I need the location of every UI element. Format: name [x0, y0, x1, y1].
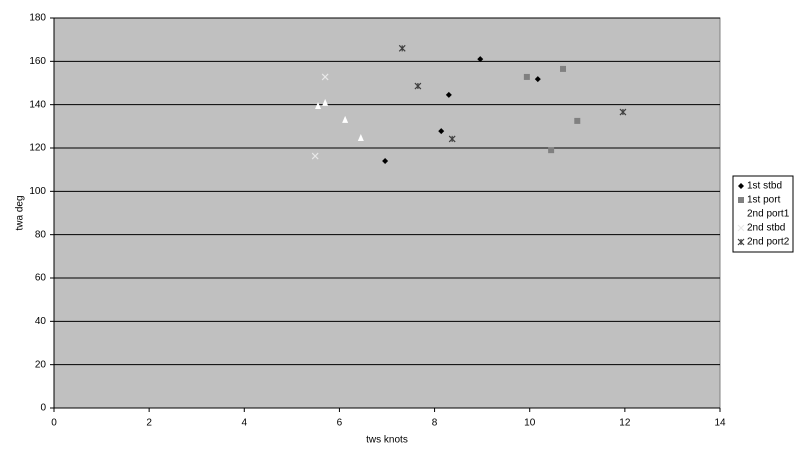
scatter-point — [322, 98, 329, 106]
y-tick-label: 40 — [35, 316, 47, 327]
x-tick-label: 14 — [714, 418, 726, 429]
scatter-point — [560, 65, 567, 72]
scatter-point — [311, 152, 319, 160]
plot-area — [53, 17, 721, 409]
legend-marker — [737, 238, 745, 246]
legend-marker — [738, 183, 744, 189]
y-tick-label: 160 — [29, 56, 46, 67]
y-axis-label: twa deg — [15, 195, 26, 230]
scatter-point — [321, 73, 329, 81]
legend-label: 2nd port2 — [747, 237, 790, 248]
scatter-point — [574, 117, 581, 124]
legend-label: 2nd port1 — [747, 209, 790, 220]
scatter-point — [357, 134, 364, 142]
scatter-point — [342, 115, 349, 123]
scatter-point — [523, 73, 530, 80]
scatter-point — [534, 76, 541, 83]
scatter-point — [477, 56, 484, 63]
x-tick-label: 2 — [146, 418, 152, 429]
y-tick-label: 120 — [29, 143, 46, 154]
y-tick-label: 80 — [35, 229, 47, 240]
scatter-point — [619, 108, 627, 116]
scatter-point — [548, 147, 555, 154]
scatter-point — [315, 101, 322, 109]
legend-marker — [738, 197, 744, 203]
legend-label: 2nd stbd — [747, 223, 785, 234]
y-tick-label: 180 — [29, 13, 46, 24]
y-tick-label: 100 — [29, 186, 46, 197]
y-tick-label: 0 — [40, 403, 46, 414]
y-tick-label: 140 — [29, 99, 46, 110]
legend-marker — [737, 224, 745, 232]
x-tick-label: 6 — [337, 418, 343, 429]
scatter-point — [445, 91, 452, 98]
x-tick-label: 8 — [432, 418, 438, 429]
scatter-point — [448, 135, 456, 143]
y-tick-label: 20 — [35, 359, 47, 370]
x-tick-label: 10 — [524, 418, 536, 429]
scatter-point — [438, 128, 445, 135]
x-tick-label: 4 — [242, 418, 248, 429]
scatter-point — [414, 82, 422, 90]
scatter-point — [398, 44, 406, 52]
legend-marker — [738, 210, 744, 217]
x-axis-label: tws knots — [366, 435, 408, 446]
x-tick-label: 12 — [619, 418, 631, 429]
y-tick-label: 60 — [35, 273, 47, 284]
x-tick-label: 0 — [51, 418, 57, 429]
legend-label: 1st port — [747, 195, 781, 206]
legend-label: 1st stbd — [747, 181, 782, 192]
scatter-point — [382, 158, 389, 164]
